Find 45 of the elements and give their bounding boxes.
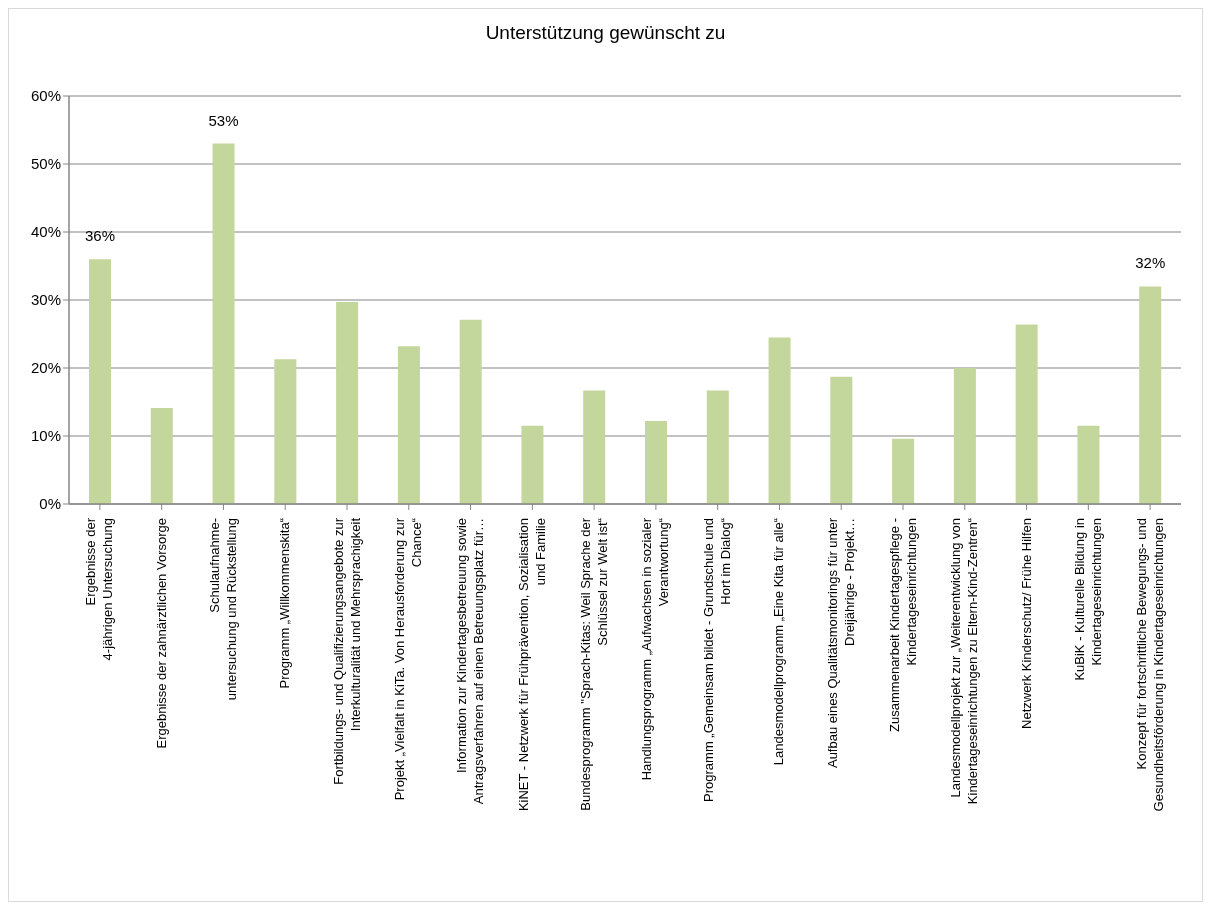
x-tick-label: Ergebnisse der 4-jährigen Untersuchung	[83, 517, 116, 661]
bar	[1077, 425, 1100, 504]
y-tick-label: 50%	[30, 155, 61, 173]
bar	[583, 390, 606, 504]
x-tick-label: KuBiK - Kulturelle Bildung in Kindertageseinrichtungen	[1071, 518, 1104, 681]
bar	[645, 421, 667, 504]
x-tick-label: Handlungsprogramm „Aufwachsen in sozialer Verantwortung“	[639, 517, 672, 781]
bar	[336, 302, 359, 504]
x-tick-label: Zusammenarbeit Kindertagespflege - Kindertageseinrichtungen	[886, 518, 919, 732]
bar	[521, 425, 544, 504]
chart-title: Unterstützung gewünscht zu	[484, 21, 727, 45]
x-tick-label: Programm „Gemeinsam bildet - Grundschule und Hort im Dialog“	[701, 518, 734, 802]
x-tick-label: Landesmodellprojekt zur „Weiterentwicklung von Kindertageseinrichtungen zu Eltern-Kind-Zentren“	[948, 518, 981, 805]
x-tick-label: Schulaufnahme- untersuchung und Rückstellung	[206, 518, 239, 701]
bar	[768, 337, 791, 504]
data-label: 53%	[208, 111, 239, 129]
data-label: 36%	[84, 227, 116, 245]
x-tick-label: Ergebnisse der zahnärztlichen Vorsorge	[153, 518, 169, 749]
y-tick-label: 40%	[30, 223, 61, 241]
bar	[212, 143, 235, 504]
bar	[1015, 324, 1038, 504]
x-tick-label: Information zur Kindertagesbetreuung sowie Antragsverfahren auf einen Betreuungsplatz für…	[454, 518, 487, 805]
bar	[830, 376, 853, 504]
data-label: 32%	[1135, 254, 1166, 272]
x-tick-label: Projekt „Vielfalt in KiTa. Von Herausforderung zur Chance“	[392, 517, 425, 801]
y-tick-label: 10%	[30, 427, 61, 445]
y-tick-label: 60%	[30, 87, 61, 105]
bar	[150, 408, 173, 504]
x-tick-label: Programm „Willkommenskita“	[277, 518, 293, 689]
bar	[274, 359, 297, 504]
bar	[89, 259, 111, 504]
y-tick-label: 30%	[30, 291, 61, 309]
x-tick-label: Landesmodellprogramm „Eine Kita für alle“	[771, 518, 787, 766]
x-tick-label: Aufbau eines Qualitätsmonitorings für unter Dreijährige - Projekt…	[824, 517, 857, 769]
x-tick-label: Netzwerk Kinderschutz/ Frühe Hilfen	[1018, 518, 1034, 729]
bar	[706, 390, 729, 504]
bar	[1139, 286, 1162, 504]
bar	[892, 438, 915, 504]
x-tick-label: KiNET - Netzwerk für Frühprävention, Sozialisation und Familie	[515, 518, 548, 812]
x-tick-label: Konzept für fortschrittliche Bewegungs- und Gesundheitsförderung in Kindertageseinrichtungen	[1133, 518, 1166, 812]
y-tick-label: 0%	[39, 495, 61, 513]
bar	[397, 346, 420, 504]
bar	[459, 319, 482, 504]
bar	[953, 368, 976, 504]
y-tick-label: 20%	[30, 359, 61, 377]
